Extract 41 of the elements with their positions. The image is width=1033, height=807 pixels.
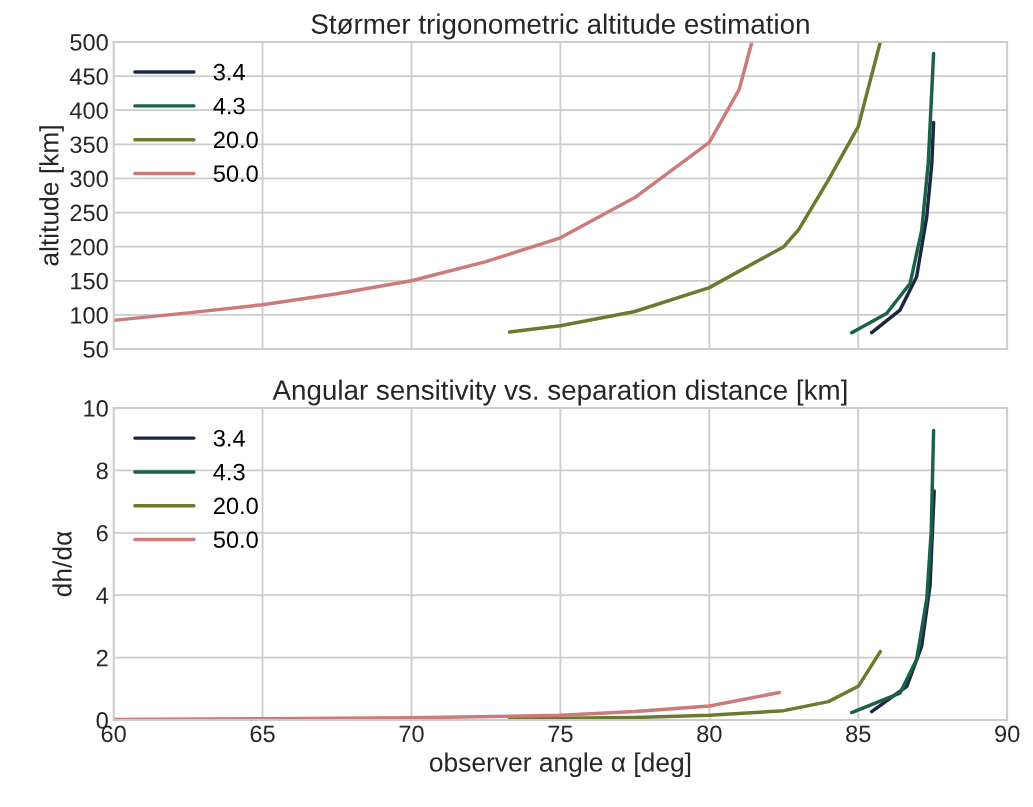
legend-label: 50.0 — [213, 531, 258, 549]
y-tick-label: 400 — [69, 102, 108, 119]
y-tick-label: 2 — [96, 649, 108, 667]
line-series — [113, 690, 782, 721]
y-tick-label: 4 — [96, 587, 109, 604]
y-tick-label: 50 — [83, 341, 108, 358]
line-series — [507, 41, 883, 334]
x-tick-label: 90 — [995, 725, 1020, 743]
chart-title: Angular sensitivity vs. separation distance [km] — [272, 379, 847, 406]
line-series — [113, 41, 754, 323]
legend-label: 3.4 — [213, 429, 245, 447]
y-tick-label: 450 — [69, 68, 108, 85]
legend-label: 3.4 — [213, 63, 245, 81]
y-tick-label: 300 — [70, 170, 108, 188]
legend-label: 4.3 — [213, 463, 245, 481]
y-tick-label: 8 — [96, 462, 108, 480]
y-tick-label: 500 — [70, 34, 108, 51]
y-tick-label: 150 — [71, 272, 108, 290]
y-axis-title: altitude [km] — [39, 126, 64, 266]
x-tick-label: 75 — [548, 725, 573, 743]
y-tick-label: 10 — [84, 400, 108, 417]
y-tick-label: 6 — [96, 524, 108, 542]
y-tick-label: 250 — [70, 204, 108, 222]
y-tick-label: 350 — [70, 136, 108, 154]
line-series — [507, 649, 883, 721]
line-series — [849, 428, 936, 715]
y-tick-label: 200 — [70, 238, 108, 256]
line-series — [869, 120, 936, 335]
chart-title: Størmer trigonometric altitude estimation — [311, 13, 809, 40]
y-tick-label: 100 — [71, 306, 108, 324]
x-tick-label: 70 — [399, 725, 424, 743]
x-tick-label: 85 — [846, 725, 871, 743]
x-tick-label: 65 — [250, 725, 275, 743]
y-axis-title: dh/dα — [52, 531, 72, 597]
x-tick-label: 80 — [697, 725, 722, 743]
legend-label: 20.0 — [213, 131, 258, 149]
x-axis-title: observer angle α [deg] — [429, 752, 691, 778]
legend-label: 20.0 — [213, 497, 258, 515]
line-series — [849, 51, 936, 335]
legend-label: 50.0 — [213, 165, 258, 182]
legend-label: 4.3 — [213, 97, 245, 115]
